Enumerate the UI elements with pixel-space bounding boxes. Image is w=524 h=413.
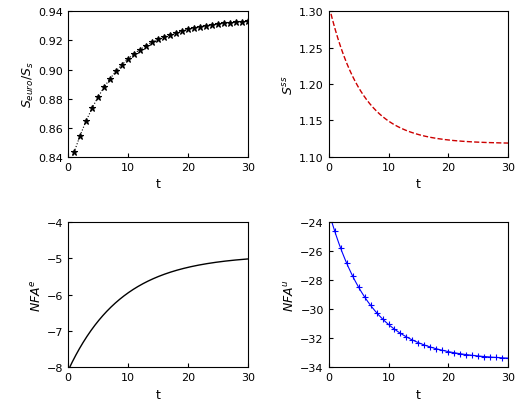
X-axis label: t: t xyxy=(156,388,160,401)
Y-axis label: $S^{ss}$: $S^{ss}$ xyxy=(282,75,296,95)
X-axis label: t: t xyxy=(156,178,160,191)
Y-axis label: $S_{euro}/S_s$: $S_{euro}/S_s$ xyxy=(20,62,36,108)
Y-axis label: $NFA^e$: $NFA^e$ xyxy=(30,279,44,311)
X-axis label: t: t xyxy=(416,388,421,401)
Y-axis label: $NFA^u$: $NFA^u$ xyxy=(283,279,297,311)
X-axis label: t: t xyxy=(416,178,421,191)
